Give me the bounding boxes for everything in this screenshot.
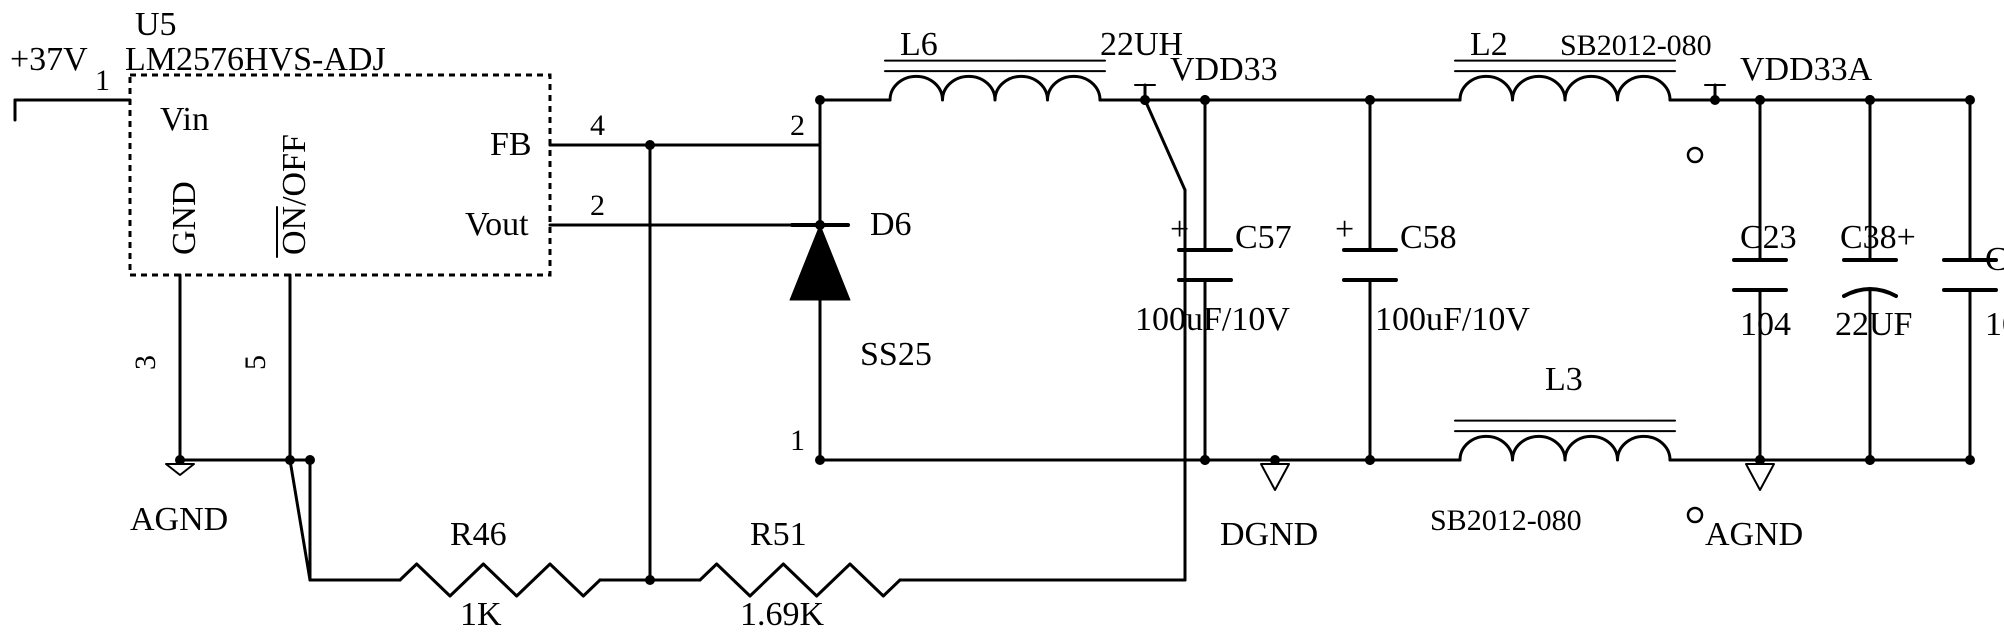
label-text: D6 <box>870 206 912 243</box>
label-text: 1 <box>95 64 110 97</box>
label-text: R51 <box>750 516 807 553</box>
label-text: L6 <box>900 26 938 63</box>
ic-ref: U5 <box>135 6 177 43</box>
label-text: 3 <box>129 355 162 370</box>
label-text: ON/OFF <box>276 134 313 255</box>
label-text: SB2012-080 <box>1430 504 1582 537</box>
label-text: SS25 <box>860 336 932 373</box>
label-text: 102 <box>1985 306 2004 343</box>
net-vin: +37V <box>10 41 88 78</box>
inductor-l6 <box>890 76 1100 100</box>
label-text: C38+ <box>1840 219 1916 256</box>
label-text: 1K <box>460 596 502 633</box>
label-text: C42 <box>1985 241 2004 278</box>
label-text: 1.69K <box>740 596 825 633</box>
label-text: Vin <box>160 101 209 138</box>
label-text: + <box>1335 211 1354 248</box>
label-text: FB <box>490 126 532 163</box>
ic-gnd-label: GND <box>166 181 203 255</box>
label-text: C58 <box>1400 219 1457 256</box>
label-text: 104 <box>1740 306 1791 343</box>
label-text: Vout <box>465 206 529 243</box>
label-text: L2 <box>1470 26 1508 63</box>
label-text: 2 <box>590 189 605 222</box>
label-text: C23 <box>1740 219 1797 256</box>
resistor-r51 <box>700 564 900 596</box>
net-vdd33: VDD33 <box>1170 51 1278 88</box>
label-text: 5 <box>239 355 272 370</box>
net-agnd-right: AGND <box>1705 516 1803 553</box>
label-text: L3 <box>1545 361 1583 398</box>
net-vdd33a: VDD33A <box>1740 51 1873 88</box>
ic-part: LM2576HVS-ADJ <box>125 41 386 78</box>
resistor-r46 <box>400 564 600 596</box>
label-text: SB2012-080 <box>1560 29 1712 62</box>
label-text: 22UF <box>1835 306 1912 343</box>
inductor-l3 <box>1460 436 1670 460</box>
label-text: R46 <box>450 516 507 553</box>
label-text: 1 <box>790 424 805 457</box>
label-text: 2 <box>790 109 805 142</box>
net-dgnd: DGND <box>1220 516 1318 553</box>
label-text: 100uF/10V <box>1375 301 1530 338</box>
diode-d6 <box>790 225 850 300</box>
net-agnd-left: AGND <box>130 501 228 538</box>
label-text: 100uF/10V <box>1135 301 1290 338</box>
inductor-l2 <box>1460 76 1670 100</box>
label-text: C57 <box>1235 219 1292 256</box>
label-text: 4 <box>590 109 605 142</box>
